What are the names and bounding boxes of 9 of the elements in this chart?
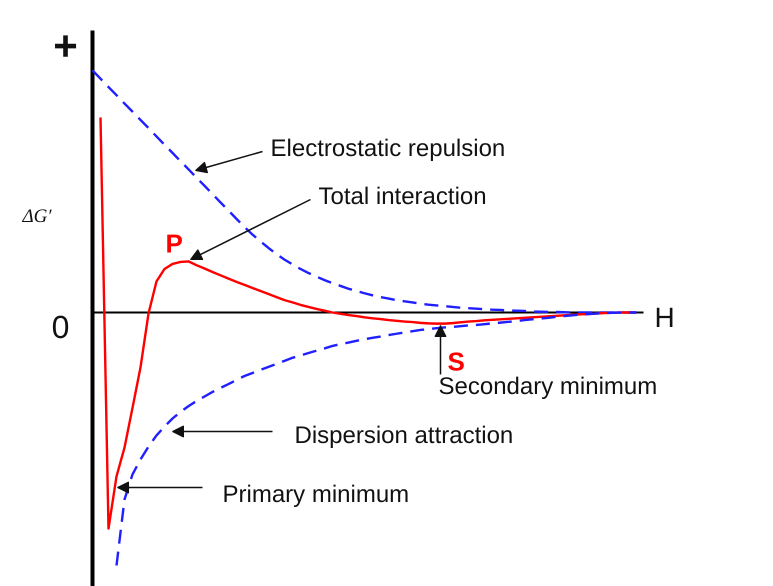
x-axis-title: H (654, 302, 675, 333)
y-axis-title: ΔG′ (22, 206, 52, 227)
text: + (53, 22, 78, 69)
annotation: Primary minimum (222, 481, 410, 508)
annotation: P (166, 228, 183, 258)
text: 0 (52, 309, 70, 345)
annotation: Electrostatic repulsion (270, 135, 506, 162)
annotation: Dispersion attraction (294, 422, 514, 449)
annotation: Total interaction (318, 183, 487, 210)
